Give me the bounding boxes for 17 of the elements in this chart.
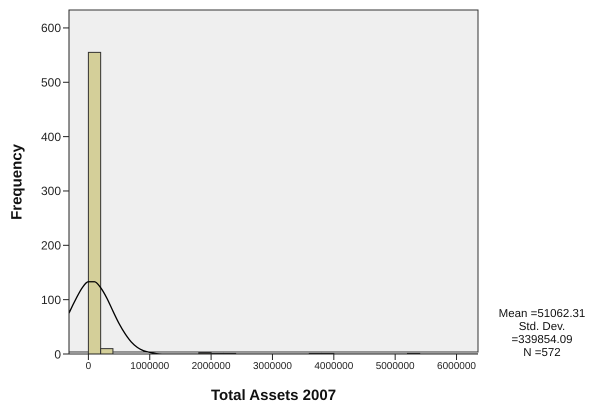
y-tick-label: 0 bbox=[54, 347, 62, 362]
x-tick-label: 6000000 bbox=[437, 361, 476, 372]
x-tick-label: 2000000 bbox=[192, 361, 231, 372]
x-axis-title: Total Assets 2007 bbox=[210, 387, 336, 404]
y-tick-label: 400 bbox=[40, 130, 62, 144]
y-axis-title: Frequency bbox=[8, 143, 26, 220]
y-tick-label: 300 bbox=[40, 184, 62, 198]
x-tick-label: 3000000 bbox=[252, 361, 292, 372]
y-tick-label: 200 bbox=[40, 238, 62, 253]
y-tick-label: 600 bbox=[40, 21, 62, 36]
y-tick-label: 100 bbox=[40, 292, 62, 307]
text: Mean =51062.31 Std. Dev. =339854.09 N =572 bbox=[498, 308, 586, 360]
x-tick-label: 1000000 bbox=[130, 361, 170, 372]
x-tick-label: 0 bbox=[86, 361, 92, 372]
x-tick-label: 4000000 bbox=[314, 361, 354, 372]
x-tick-label: 5000000 bbox=[376, 361, 416, 372]
y-tick-label: 500 bbox=[40, 76, 62, 90]
